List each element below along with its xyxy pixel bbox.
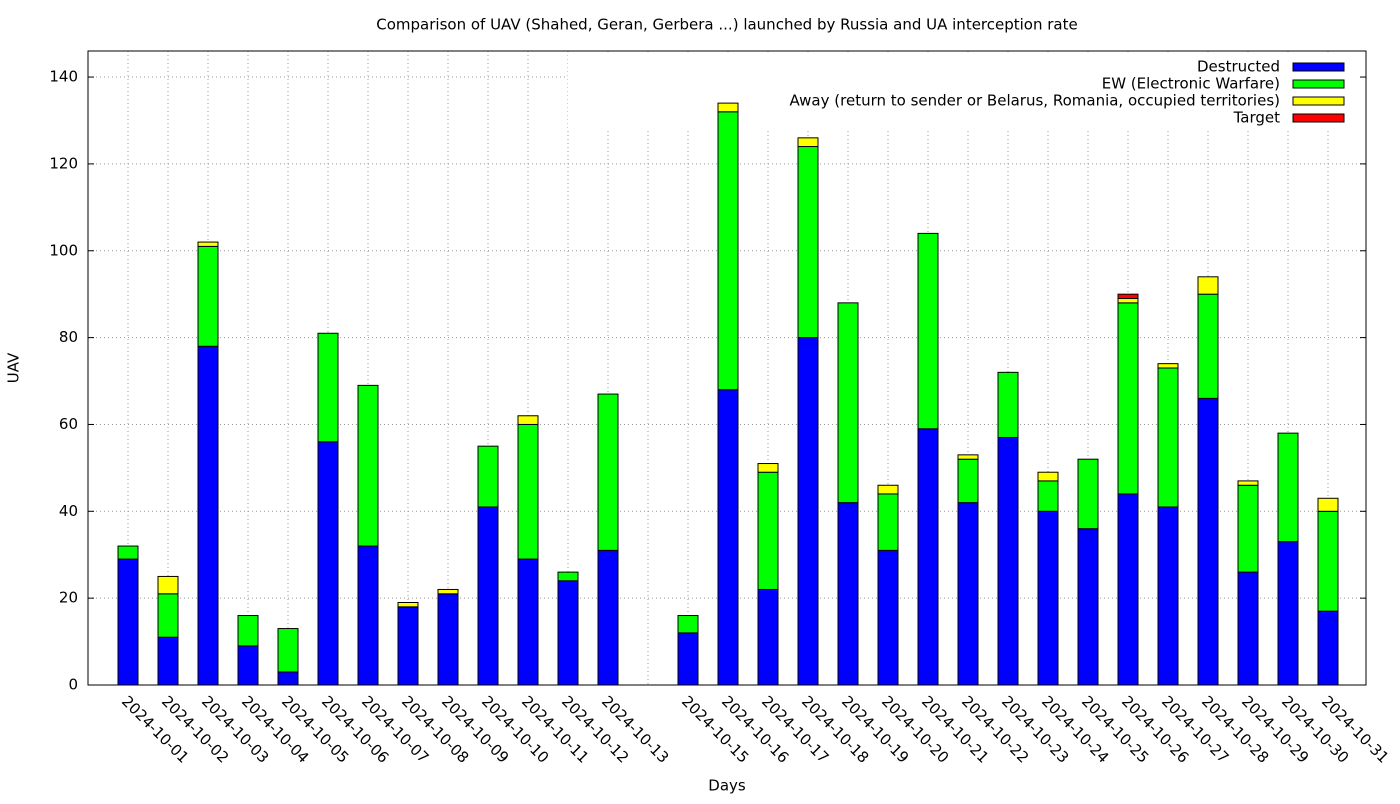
bar-segment [1197,397,1219,686]
bar-segment [1237,480,1259,486]
bar-segment [757,471,779,590]
bar-segment [597,393,619,551]
bar-segment [837,502,859,686]
y-tick-label: 0 [68,676,78,694]
bar-segment [1197,293,1219,399]
legend-label: Away (return to sender or Belarus, Roman… [790,92,1280,110]
y-tick-label: 140 [49,68,78,86]
bar-segment [277,671,299,686]
bar-segment [1277,432,1299,543]
bar-segment [397,601,419,608]
legend-label: Destructed [1197,58,1280,76]
bar-segment [1317,510,1339,612]
bar-segment [277,628,299,673]
bars [117,102,1339,686]
bar-segment [757,463,779,473]
bar-segment [557,571,579,582]
bar-segment [197,345,219,686]
bar-segment [197,245,219,347]
bar-segment [397,606,419,686]
bar-segment [677,632,699,686]
bar-segment [357,545,379,686]
bar-segment [1037,510,1059,686]
bar-segment [477,506,499,686]
y-tick-label: 40 [59,502,78,520]
bar-segment [317,332,339,443]
legend-swatch [1292,79,1345,89]
bar-segment [1317,610,1339,686]
legend-label: Target [1233,109,1281,127]
legend-label: EW (Electronic Warfare) [1102,75,1280,93]
bar-segment [517,423,539,560]
bar-segment [1077,458,1099,530]
bar-segment [117,558,139,686]
bar-segment [717,111,739,391]
bar-segment [157,593,179,638]
bar-segment [557,580,579,686]
legend-swatch [1292,113,1345,123]
x-axis-label: Days [708,777,746,795]
bar-segment [1037,471,1059,482]
bar-segment [1157,506,1179,686]
bar-segment [917,428,939,686]
bar-segment [157,575,179,595]
bar-segment [1237,571,1259,686]
bar-segment [477,445,499,508]
bar-segment [717,102,739,113]
bar-segment [957,458,979,504]
bar-segment [957,502,979,686]
bar-segment [1117,493,1139,686]
bar-segment [1237,484,1259,573]
bar-segment [877,484,899,495]
bar-segment [517,415,539,425]
bar-segment [437,593,459,686]
bar-segment [877,549,899,686]
bar-segment [117,545,139,560]
bar-segment [1157,367,1179,508]
bar-segment [237,645,259,686]
y-tick-label: 20 [59,589,78,607]
bar-segment [317,441,339,686]
bar-segment [677,615,699,634]
bar-segment [1157,363,1179,369]
y-tick-label: 60 [59,415,78,433]
bar-segment [437,588,459,595]
bar-segment [997,436,1019,686]
y-tick-label: 80 [59,328,78,346]
bar-segment [1117,298,1139,304]
bar-segment [997,371,1019,438]
bar-segment [797,146,819,339]
bar-segment [597,549,619,686]
bar-segment [757,588,779,686]
bar-segment [1117,293,1139,300]
bar-segment [1317,497,1339,512]
legend-swatch [1292,96,1345,106]
chart-title: Comparison of UAV (Shahed, Geran, Gerber… [376,16,1077,34]
bar-segment [1037,480,1059,512]
bar-segment [197,241,219,247]
legend-background [568,52,1365,128]
bar-segment [1117,302,1139,495]
bar-segment [797,337,819,686]
plot-frame [87,50,1367,686]
bar-segment [957,454,979,460]
bar-segment [1077,528,1099,686]
bar-segment [157,636,179,686]
y-axis-label: UAV [5,352,23,383]
bar-segment [797,137,819,148]
bar-segment [837,302,859,504]
bar-segment [917,232,939,430]
bar-segment [357,384,379,547]
y-tick-label: 120 [49,154,78,172]
bar-segment [237,615,259,647]
bar-segment [1277,541,1299,686]
bar-segment [1197,276,1219,295]
legend-swatch [1292,62,1345,72]
y-tick-label: 100 [49,241,78,259]
bar-segment [717,389,739,686]
bar-segment [877,493,899,551]
bar-segment [517,558,539,686]
